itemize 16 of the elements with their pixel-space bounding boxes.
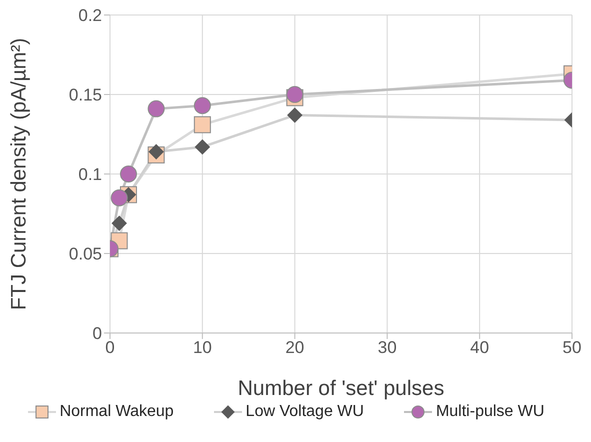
x-tick-label: 20 [285,338,304,358]
legend-label: Multi-pulse WU [434,403,544,421]
y-tick-label: 0 [92,324,102,344]
y-axis-title: FTJ Current density (pA/µm²) [7,38,30,310]
x-tick-label: 10 [192,338,212,358]
x-tick-label: 50 [562,338,582,358]
y-tick-label: 0.1 [78,165,102,184]
y-tick-label: 0.15 [68,86,102,105]
x-tick-label: 40 [470,338,490,358]
legend-label: Low Voltage WU [244,403,364,421]
x-tick-label: 30 [378,338,397,358]
legend-label: Normal Wakeup [58,403,174,421]
y-tick-label: 0.2 [78,6,102,26]
x-axis-title: Number of 'set' pulses [238,377,444,400]
x-tick-label: 0 [105,338,115,358]
y-tick-label: 0.05 [68,244,102,264]
